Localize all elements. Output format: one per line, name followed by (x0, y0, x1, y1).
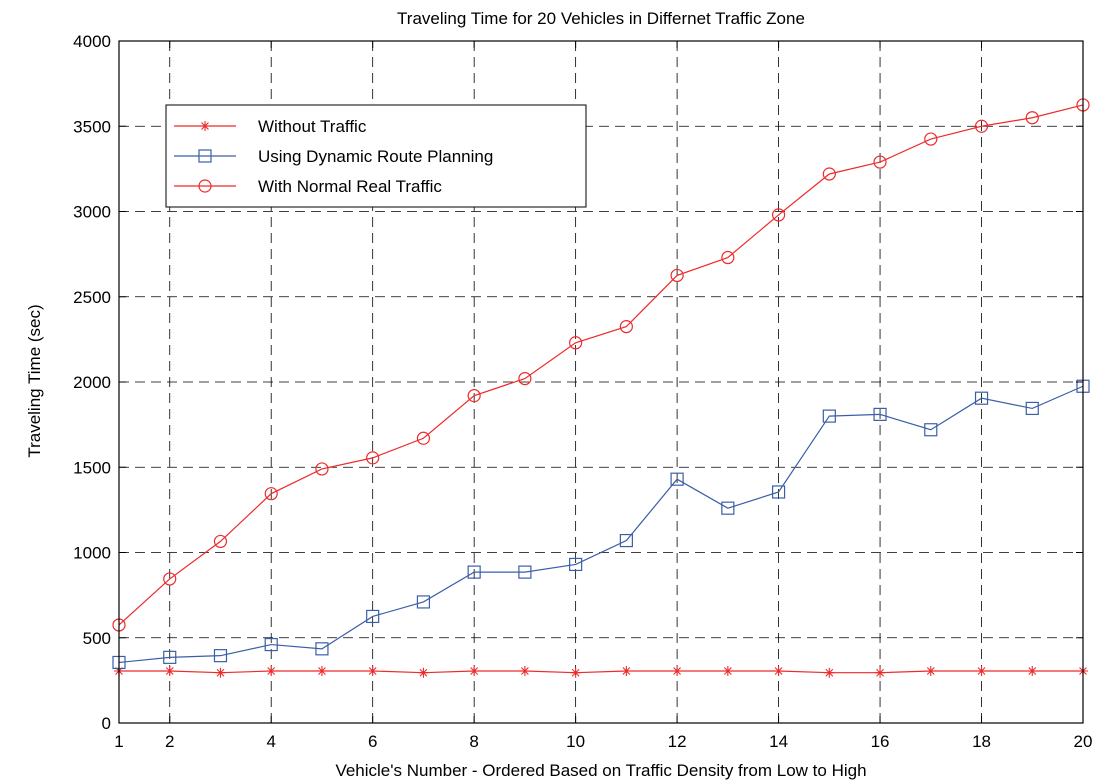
x-tick-label: 8 (469, 732, 478, 751)
y-axis-label: Traveling Time (sec) (25, 304, 44, 457)
data-point (824, 667, 835, 678)
data-point (518, 565, 532, 579)
data-point (264, 637, 278, 652)
x-tick-label: 16 (871, 732, 890, 751)
y-tick-label: 3500 (73, 117, 111, 136)
y-tick-label: 2000 (73, 373, 111, 392)
data-point (924, 132, 938, 146)
data-point (467, 389, 481, 403)
x-tick-label: 2 (165, 732, 174, 751)
data-point (569, 336, 583, 350)
series-layer (112, 98, 1090, 678)
data-point (213, 534, 228, 549)
legend-label: With Normal Real Traffic (258, 177, 442, 196)
x-tick-label: 14 (769, 732, 788, 751)
data-point (366, 609, 380, 624)
data-point (924, 423, 938, 437)
data-point (722, 665, 733, 676)
chart-title: Traveling Time for 20 Vehicles in Differ… (397, 9, 805, 28)
data-point (163, 572, 177, 586)
data-point (570, 667, 581, 678)
data-point (873, 155, 887, 169)
x-axis-ticks: 1 2 4 6 8 10 12 14 16 18 20 (114, 41, 1092, 751)
data-point (1025, 111, 1039, 125)
series-line (119, 670, 1083, 674)
data-point (366, 451, 380, 465)
y-tick-label: 500 (83, 629, 111, 648)
data-point (773, 665, 784, 676)
data-point (518, 371, 532, 386)
legend-marker (200, 121, 210, 131)
data-point (771, 485, 786, 499)
data-point (670, 472, 684, 486)
data-point (1025, 401, 1039, 416)
legend-marker (198, 179, 212, 193)
data-point (976, 665, 987, 676)
data-point (316, 665, 327, 676)
data-point (621, 665, 632, 676)
series-2 (112, 379, 1090, 670)
grid (119, 41, 1083, 723)
y-tick-label: 3000 (73, 203, 111, 222)
data-point (163, 650, 177, 664)
data-point (873, 407, 887, 421)
y-axis-ticks: 0 500 1000 1500 2000 2500 3000 3500 4000 (73, 32, 1083, 733)
data-point (1027, 665, 1038, 676)
data-point (469, 665, 480, 676)
data-point (619, 319, 633, 334)
data-point (416, 431, 431, 445)
legend-item: Without Traffic (174, 117, 367, 136)
x-tick-label: 12 (668, 732, 687, 751)
x-tick-label: 10 (566, 732, 585, 751)
y-tick-label: 1000 (73, 544, 111, 563)
data-point (266, 665, 277, 676)
data-point (721, 501, 735, 515)
x-axis-label: Vehicle's Number - Ordered Based on Traf… (335, 761, 866, 780)
legend: Without Traffic Using Dynamic Route Plann… (165, 104, 587, 208)
x-tick-label: 4 (266, 732, 275, 751)
data-point (822, 409, 836, 423)
legend-label: Using Dynamic Route Planning (258, 147, 493, 166)
x-tick-label: 20 (1074, 732, 1093, 751)
x-tick-label: 18 (972, 732, 991, 751)
data-point (367, 665, 378, 676)
data-point (519, 665, 530, 676)
data-point (569, 557, 583, 572)
data-point (822, 167, 836, 181)
data-point (672, 665, 683, 676)
data-point (974, 391, 989, 405)
data-point (974, 119, 989, 133)
x-tick-label: 6 (368, 732, 377, 751)
data-point (264, 487, 278, 501)
data-point (771, 208, 786, 222)
data-point (875, 667, 886, 678)
data-point (416, 595, 431, 609)
series-1 (114, 665, 1088, 678)
y-tick-label: 0 (102, 714, 111, 733)
legend-item: Using Dynamic Route Planning (174, 147, 493, 166)
data-point (315, 462, 329, 476)
data-point (619, 533, 633, 548)
y-tick-label: 4000 (73, 32, 111, 51)
data-point (213, 649, 228, 663)
series-3 (112, 98, 1090, 632)
data-point (670, 268, 684, 283)
y-tick-label: 1500 (73, 458, 111, 477)
legend-label: Without Traffic (258, 117, 367, 136)
data-point (215, 667, 226, 678)
data-point (467, 565, 481, 579)
legend-item: With Normal Real Traffic (174, 177, 442, 196)
legend-marker (198, 149, 212, 163)
y-tick-label: 2500 (73, 288, 111, 307)
data-point (418, 667, 429, 678)
legend-box (165, 104, 587, 208)
x-tick-label: 1 (114, 732, 123, 751)
data-point (925, 665, 936, 676)
data-point (164, 665, 175, 676)
series-line (118, 385, 1084, 664)
data-point (315, 642, 329, 656)
data-point (721, 250, 735, 265)
series-line (118, 104, 1084, 626)
